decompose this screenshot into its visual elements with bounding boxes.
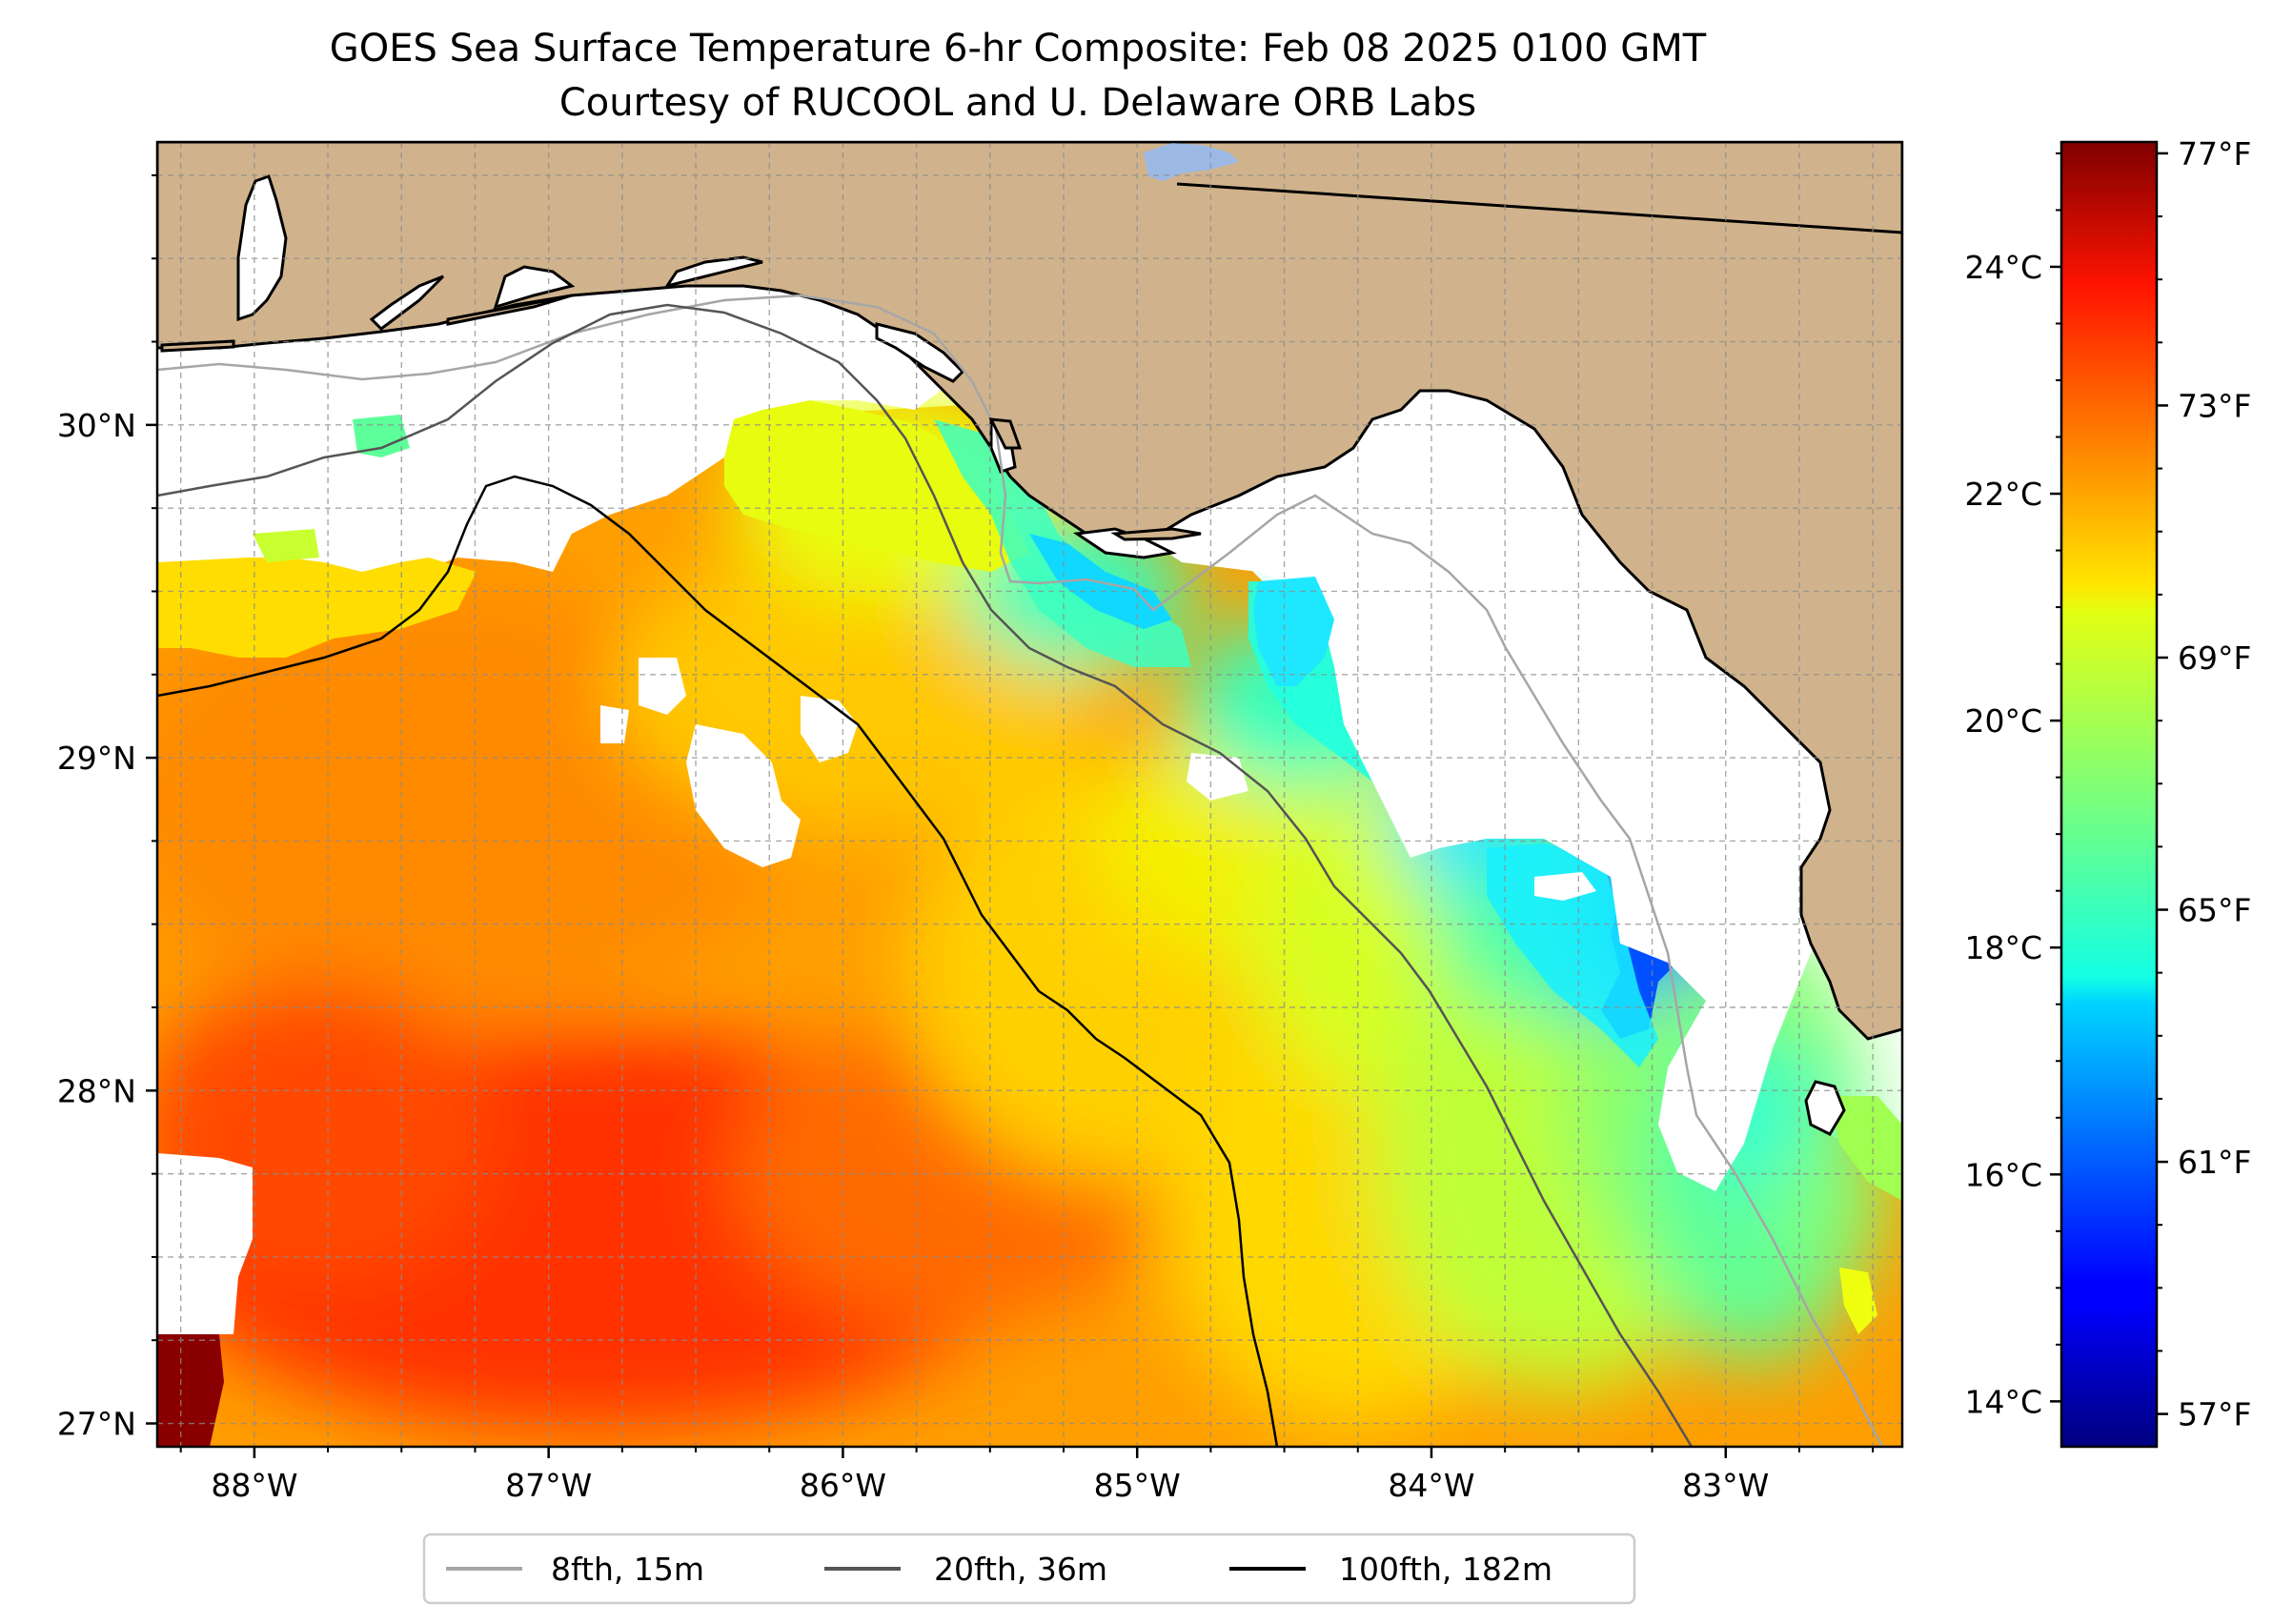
island-santa-rosa	[446, 294, 573, 326]
lat-tick-label: 30°N	[57, 407, 136, 444]
map-panel	[157, 142, 1902, 1447]
celsius-tick-label: 22°C	[1964, 476, 2042, 513]
celsius-tick-label: 20°C	[1964, 702, 2042, 740]
legend-item-8fth: 8fth, 15m	[446, 1551, 704, 1588]
island-dauphin	[160, 339, 235, 353]
colorbar-celsius-axis: 14°C 16°C 18°C 20°C 22°C 24°C	[1964, 152, 2061, 1420]
apalachee-bay	[1072, 527, 1177, 559]
map-frame	[155, 140, 1904, 1449]
lon-tick-label: 86°W	[800, 1467, 886, 1504]
lat-tick-label: 28°N	[57, 1072, 136, 1109]
fahrenheit-tick-label: 61°F	[2178, 1144, 2251, 1181]
isobath-100fth	[157, 475, 1279, 1447]
tampa-bay	[1804, 1080, 1846, 1136]
lat-tick-label: 29°N	[57, 740, 136, 777]
fahrenheit-tick-label: 65°F	[2178, 892, 2251, 929]
no-data-cloud-4	[600, 705, 629, 743]
celsius-tick-label: 18°C	[1964, 929, 2042, 966]
sst-patch-yellow-se	[1839, 1268, 1877, 1334]
lon-axis: 88°W 87°W 86°W 85°W 84°W 83°W	[179, 1447, 1875, 1504]
sst-northern-band	[724, 400, 1029, 572]
map-subtitle: Courtesy of RUCOOL and U. Delaware ORB L…	[559, 81, 1476, 125]
legend-item-20fth: 20fth, 36m	[824, 1551, 1107, 1588]
sst-darkred-corner	[157, 1334, 224, 1447]
no-data-cloud-3	[639, 658, 686, 715]
st-andrews-bay	[663, 255, 763, 289]
lon-tick-label: 88°W	[211, 1467, 297, 1504]
colorbar-fahrenheit-axis: 57°F 61°F 65°F 69°F 73°F 77°F	[2157, 135, 2251, 1433]
legend: 8fth, 15m 20fth, 36m 100fth, 182m	[422, 1533, 1636, 1605]
sst-cyan-east	[1487, 843, 1658, 1067]
isobath-20fth	[157, 303, 1694, 1447]
celsius-tick-label: 24°C	[1964, 249, 2042, 286]
fahrenheit-tick-label: 57°F	[2178, 1396, 2251, 1433]
sst-patch-green-2	[253, 529, 319, 562]
legend-item-100fth: 100fth, 182m	[1229, 1551, 1552, 1588]
island-dog	[1110, 527, 1202, 541]
choctawhatchee-bay	[493, 265, 576, 310]
lat-tick-label: 27°N	[57, 1406, 136, 1443]
pensacola-bay	[369, 274, 445, 331]
coastal-waters	[236, 174, 1846, 1136]
colorbar-bar	[2060, 140, 2159, 1449]
grid-lines	[157, 142, 1902, 1447]
isobaths	[157, 294, 1884, 1447]
fahrenheit-tick-label: 69°F	[2178, 639, 2251, 677]
lon-tick-label: 84°W	[1388, 1467, 1474, 1504]
celsius-tick-label: 16°C	[1964, 1156, 2042, 1193]
mobile-bay	[236, 174, 288, 322]
lon-tick-label: 83°W	[1682, 1467, 1769, 1504]
lon-tick-label: 85°W	[1094, 1467, 1181, 1504]
fahrenheit-tick-label: 73°F	[2178, 387, 2251, 424]
sst-patch-west-coast	[157, 558, 477, 658]
state-boundary	[1176, 182, 1902, 234]
map-title: GOES Sea Surface Temperature 6-hr Compos…	[330, 27, 1707, 71]
no-data-north	[157, 286, 991, 581]
legend-box	[422, 1533, 1636, 1605]
barrier-islands	[160, 294, 1202, 541]
colorbar: 14°C 16°C 18°C 20°C 22°C 24°C 57°F 61°F 65°F 69°…	[1964, 135, 2251, 1449]
celsius-tick-label: 14°C	[1964, 1383, 2042, 1420]
no-data-cloud-1	[686, 724, 801, 867]
legend-label-20fth: 20fth, 36m	[934, 1551, 1107, 1588]
fahrenheit-tick-label: 77°F	[2178, 135, 2251, 173]
sst-north-clear	[157, 415, 1902, 1334]
legend-label-100fth: 100fth, 182m	[1339, 1551, 1552, 1588]
lake	[1144, 143, 1239, 181]
isobath-8fth	[157, 294, 1884, 1447]
sst-patch-cyan-east	[1253, 577, 1334, 686]
island-st-george	[988, 417, 1023, 450]
no-data-cloud-6	[1534, 872, 1596, 901]
lat-axis: 27°N 28°N 29°N 30°N	[57, 173, 157, 1443]
lon-tick-label: 87°W	[505, 1467, 592, 1504]
sst-patch-green-se	[1830, 1096, 1902, 1201]
legend-label-8fth: 8fth, 15m	[551, 1551, 704, 1588]
